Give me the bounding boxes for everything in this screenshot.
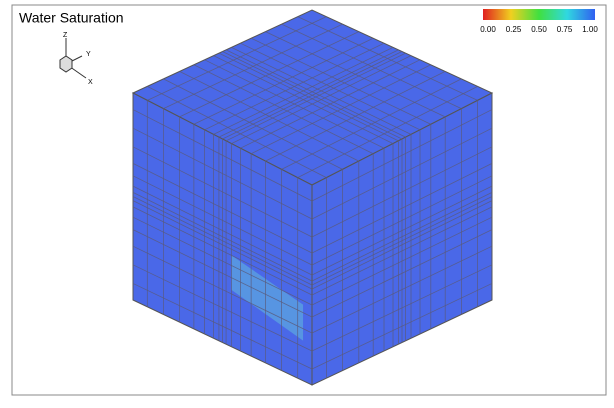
z-label: Z	[63, 32, 68, 39]
colorbar-label: 1.00	[582, 25, 598, 34]
triad-cube	[60, 56, 72, 72]
colorbar-label: 0.00	[480, 25, 496, 34]
page: Water Saturation 0.000.250.500.751.00 Z …	[0, 0, 614, 403]
x-label: X	[88, 79, 93, 86]
colorbar-label: 0.50	[531, 25, 547, 34]
colorbar-label: 0.75	[557, 25, 573, 34]
title: Water Saturation	[19, 10, 124, 26]
colorbar-label: 0.25	[506, 25, 522, 34]
colorbar	[483, 9, 595, 20]
y-label: Y	[86, 51, 91, 58]
viewport: Water Saturation 0.000.250.500.751.00 Z …	[0, 0, 614, 403]
